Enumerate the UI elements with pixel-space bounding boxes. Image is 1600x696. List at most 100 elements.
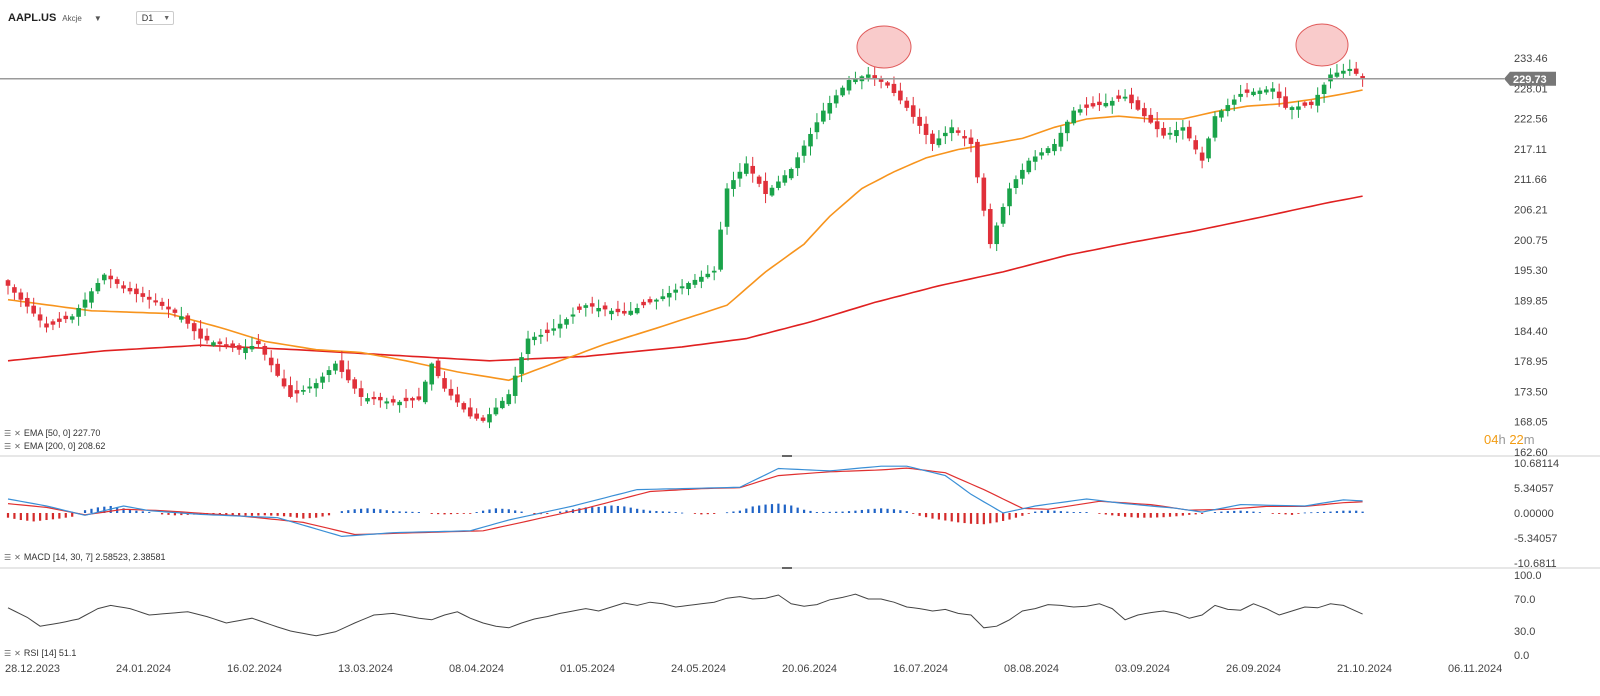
candle-body xyxy=(570,314,576,317)
candle-body xyxy=(467,407,473,417)
candle-body xyxy=(628,310,634,315)
candle-body xyxy=(1212,116,1218,138)
candle-body xyxy=(82,299,88,308)
candle xyxy=(1180,119,1186,140)
y-tick-label: 217.11 xyxy=(1514,144,1547,156)
macd-histogram-bar xyxy=(1297,513,1300,514)
close-icon[interactable]: ✕ xyxy=(14,428,21,438)
macd-histogram-bar xyxy=(13,513,16,519)
candle xyxy=(987,203,993,249)
macd-histogram-bar xyxy=(912,513,915,514)
symbol-dropdown-icon[interactable]: ▼ xyxy=(93,13,102,23)
close-icon[interactable]: ✕ xyxy=(14,552,21,562)
countdown-hours: 04 xyxy=(1484,432,1499,447)
candle xyxy=(641,299,646,309)
candle-body xyxy=(1244,89,1250,93)
candle-body xyxy=(1276,91,1282,99)
candle xyxy=(1103,93,1109,108)
macd-signal-line xyxy=(7,467,1363,536)
candle-body xyxy=(666,292,672,298)
candle xyxy=(923,116,929,145)
macd-histogram-bar xyxy=(636,508,639,514)
close-icon[interactable]: ✕ xyxy=(14,648,21,658)
candle xyxy=(1039,147,1044,160)
macd-histogram-bar xyxy=(1175,513,1178,517)
candle xyxy=(487,407,492,429)
macd-histogram-bar xyxy=(1355,510,1358,514)
macd-histogram-bar xyxy=(366,508,369,514)
macd-histogram-bar xyxy=(674,512,677,514)
macd-histogram-bar xyxy=(180,513,183,516)
candle-body xyxy=(204,335,210,341)
macd-histogram-bar xyxy=(931,513,934,519)
candle-body xyxy=(1238,93,1243,97)
candle xyxy=(1353,61,1359,76)
candle-body xyxy=(493,407,499,415)
candle xyxy=(615,300,621,317)
list-icon[interactable]: ☰ xyxy=(4,648,12,658)
macd-histogram-bar xyxy=(1098,513,1101,514)
macd-histogram-bar xyxy=(295,513,298,518)
macd-line xyxy=(7,465,1363,538)
candle-body xyxy=(551,328,556,331)
candle xyxy=(307,378,313,393)
y-tick-label: 206.21 xyxy=(1514,205,1548,217)
macd-histogram-bar xyxy=(385,510,388,514)
macd-histogram-bar xyxy=(1226,511,1229,514)
candle-body xyxy=(846,80,852,91)
list-icon[interactable]: ☰ xyxy=(4,552,12,562)
list-icon[interactable]: ☰ xyxy=(4,428,12,438)
macd-histogram-bar xyxy=(777,503,780,514)
macd-histogram-bar xyxy=(96,507,99,514)
macd-histogram-bar xyxy=(1323,511,1326,514)
close-icon[interactable]: ✕ xyxy=(14,441,21,451)
macd-histogram-bar xyxy=(655,511,658,514)
candle xyxy=(50,319,56,331)
macd-histogram-bar xyxy=(982,513,985,525)
candle-body xyxy=(532,336,537,341)
candle-body xyxy=(326,370,332,376)
candle-body xyxy=(140,293,146,297)
macd-histogram-bar xyxy=(880,508,883,514)
macd-histogram-bar xyxy=(559,511,562,514)
candle xyxy=(423,379,428,405)
symbol-label[interactable]: AAPL.US xyxy=(8,12,57,24)
x-tick-label: 06.11.2024 xyxy=(1448,663,1502,675)
candle-body xyxy=(1077,109,1083,113)
macd-histogram-bar xyxy=(449,513,453,515)
candle xyxy=(962,130,967,147)
candle-body xyxy=(1186,126,1192,139)
candle xyxy=(365,393,370,404)
macd-histogram-bar xyxy=(263,513,266,516)
macd-histogram-bar xyxy=(1149,513,1152,518)
macd-histogram-bar xyxy=(1046,510,1050,514)
macd-histogram-bar xyxy=(32,513,35,522)
candle xyxy=(262,343,268,361)
list-icon[interactable]: ☰ xyxy=(4,441,12,451)
timeframe-select[interactable]: D1 ▼ xyxy=(135,11,174,25)
macd-histogram-bar xyxy=(238,513,241,516)
candle-body xyxy=(333,363,338,371)
candle xyxy=(769,184,775,197)
candle xyxy=(1026,157,1032,175)
macd-histogram-bar xyxy=(1014,513,1018,518)
candle xyxy=(583,303,589,317)
macd-histogram-bar xyxy=(340,511,343,514)
candle-body xyxy=(217,341,223,345)
candle-body xyxy=(1032,156,1038,162)
candle-body xyxy=(127,287,133,292)
candle-body xyxy=(821,110,826,122)
candle-body xyxy=(24,297,30,307)
candle xyxy=(63,311,69,324)
macd-histogram-bar xyxy=(1136,513,1140,518)
x-tick-label: 24.05.2024 xyxy=(671,663,726,675)
macd-histogram-bar xyxy=(475,512,478,514)
candle-body xyxy=(878,78,884,82)
candle xyxy=(275,358,280,378)
symbol-type: Akcje xyxy=(62,13,82,23)
candle-body xyxy=(801,145,807,156)
candle xyxy=(500,397,505,410)
macd-histogram-bar xyxy=(276,513,279,516)
legend-ema50-text: EMA [50, 0] 227.70 xyxy=(23,428,101,438)
